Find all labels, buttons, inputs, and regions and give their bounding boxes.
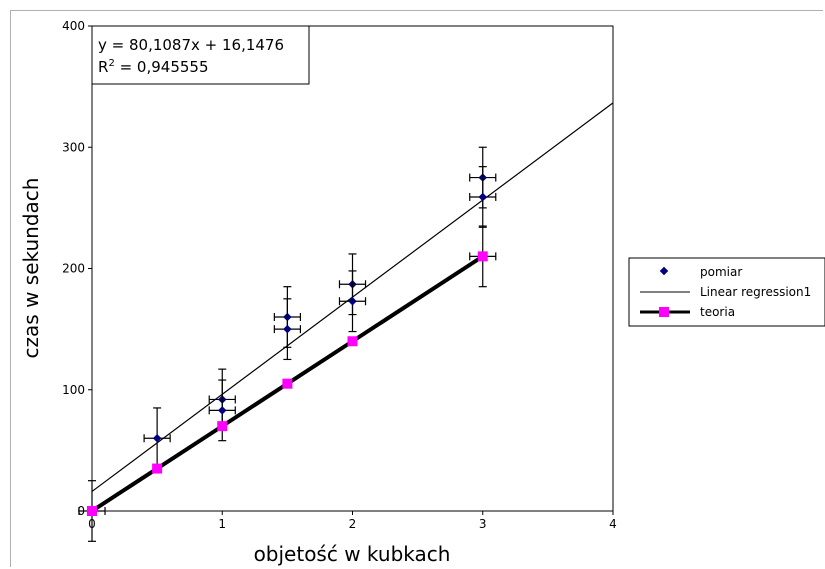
x-tick-label: 1 xyxy=(218,517,226,531)
theory-marker xyxy=(347,336,358,347)
x-tick-label: 3 xyxy=(479,517,487,531)
legend-label-pomiar: pomiar xyxy=(700,265,742,279)
measurement-marker xyxy=(283,324,292,334)
chart-frame xyxy=(10,10,823,567)
measurement-point xyxy=(143,407,171,470)
measurement-marker xyxy=(348,296,357,306)
legend-label-regression: Linear regression1 xyxy=(700,285,811,299)
legend-marker-teoria xyxy=(659,307,669,317)
theory-marker xyxy=(87,506,97,516)
theory-marker xyxy=(217,421,228,432)
theory-series-layer xyxy=(90,254,484,513)
measurement-marker xyxy=(152,434,162,443)
x-axis-title: objetość w kubkach xyxy=(254,542,451,566)
legend-marker-pomiar xyxy=(659,266,669,276)
measurement-point xyxy=(338,270,367,333)
measurement-point xyxy=(469,166,497,228)
theory-marker xyxy=(152,463,163,474)
y-axis-title: czas w sekundach xyxy=(19,178,43,359)
equation-box: y = 80,1087x + 16,1476 R2 = 0,945555 xyxy=(91,25,310,85)
r-squared-line: R2 = 0,945555 xyxy=(98,58,209,76)
equation-line: y = 80,1087x + 16,1476 xyxy=(98,36,284,54)
measurement-marker xyxy=(478,192,487,202)
theory-line xyxy=(90,254,484,513)
legend-label-teoria: teoria xyxy=(700,305,735,319)
measurement-marker xyxy=(218,406,227,415)
y-tick-label: 200 xyxy=(62,262,85,276)
theory-marker xyxy=(282,378,293,389)
x-tick-label: 4 xyxy=(609,517,617,531)
x-tick-label: 2 xyxy=(349,517,357,531)
equation-box-border xyxy=(91,25,310,85)
measurement-point xyxy=(273,298,301,361)
y-tick-label: 300 xyxy=(62,140,85,154)
r-squared-prefix: R xyxy=(98,58,108,76)
y-tick-label: 100 xyxy=(62,383,85,397)
y-tick-label: 400 xyxy=(62,19,85,33)
legend: pomiar Linear regression1 teoria xyxy=(628,257,825,327)
r-squared-value: = 0,945555 xyxy=(115,58,209,76)
theory-marker xyxy=(477,251,488,262)
r-squared-superscript: 2 xyxy=(108,58,114,69)
